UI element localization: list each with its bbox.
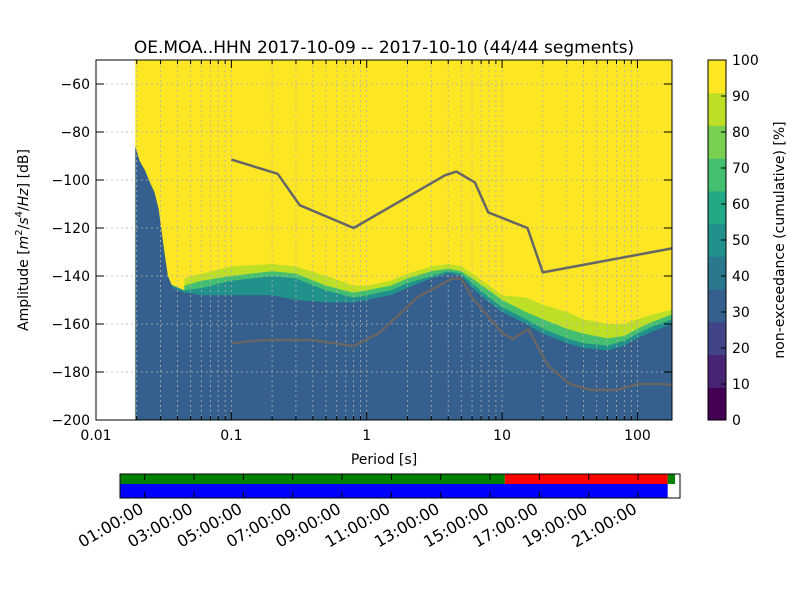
x-tick-label: 0.1	[220, 428, 242, 444]
colorbar-swatch	[708, 158, 726, 192]
y-tick-label: −60	[60, 77, 90, 93]
x-axis-ticks: 0.01 0.1 1 10 100	[80, 60, 651, 444]
x-tick-label: 10	[493, 428, 511, 444]
colorbar-swatch	[708, 125, 726, 159]
y-label-exp2: 2	[14, 229, 25, 235]
colorbar-swatch	[708, 387, 726, 421]
grid-lines	[96, 60, 672, 420]
x-axis-label: Period [s]	[351, 452, 417, 468]
x-tick-label: 0.01	[80, 428, 111, 444]
coverage-segment	[504, 474, 668, 484]
colorbar-swatch	[708, 256, 726, 290]
colorbar: 0 10 20 30 40 50 60 70 80 90 100	[707, 53, 759, 429]
colorbar-swatch	[708, 60, 726, 94]
colorbar-swatch	[708, 354, 726, 388]
y-label-slash2: /	[16, 206, 32, 211]
colorbar-label: non-exceedance (cumulative) [%]	[772, 121, 788, 358]
y-label-m: m	[16, 236, 32, 250]
colorbar-swatch	[708, 190, 726, 225]
y-tick-label: −180	[52, 365, 90, 381]
x-tick-label: 1	[362, 428, 371, 444]
coverage-frame	[119, 473, 681, 499]
colorbar-tick-label: 70	[732, 161, 750, 177]
y-tick-label: −160	[52, 317, 90, 333]
ppsd-plot-area: 0.01 0.1 1 10 100 −60 −80 −100 −120 −140 −160 −180…	[52, 59, 673, 444]
y-label-exp4: 4	[14, 211, 25, 217]
coverage-segment	[120, 474, 505, 484]
colorbar-swatch	[708, 92, 726, 126]
coverage-segment	[667, 474, 676, 484]
colorbar-tick-label: 10	[732, 377, 750, 393]
y-tick-label: −120	[52, 221, 90, 237]
y-label-s: s	[16, 217, 32, 224]
data-segment	[120, 484, 668, 498]
noise-models	[231, 158, 673, 392]
nhnm-line	[231, 158, 673, 274]
band-30pct	[135, 146, 673, 420]
y-tick-label: −140	[52, 269, 90, 285]
y-label-prefix: Amplitude [	[16, 249, 32, 331]
colorbar-tick-label: 60	[732, 197, 750, 213]
y-label-hz: Hz	[16, 188, 32, 207]
colorbar-tick-label: 100	[732, 53, 759, 69]
probability-bands	[135, 60, 673, 420]
colorbar-tick-label: 90	[732, 89, 750, 105]
data-coverage-bar: 01:00:0003:00:0005:00:0007:00:0009:00:00…	[75, 473, 681, 551]
colorbar-tick-label: 80	[732, 125, 750, 141]
colorbar-tick-label: 40	[732, 269, 750, 285]
y-label-suffix: ] [dB]	[16, 149, 32, 188]
colorbar-swatch	[708, 321, 726, 356]
nlnm-line	[231, 277, 673, 392]
y-tick-label: −100	[52, 173, 90, 189]
x-tick-label: 100	[624, 428, 651, 444]
colorbar-swatch	[708, 223, 726, 257]
colorbar-tick-label: 0	[732, 413, 741, 429]
y-tick-label: −80	[60, 125, 90, 141]
y-tick-label: −200	[52, 413, 90, 429]
colorbar-tick-label: 50	[732, 233, 750, 249]
y-axis-ticks: −60 −80 −100 −120 −140 −160 −180 −200	[52, 77, 672, 429]
colorbar-tick-label: 30	[732, 305, 750, 321]
y-axis-label: Amplitude [m2/s4/Hz] [dB]	[14, 149, 32, 331]
y-label-slash1: /	[16, 224, 32, 229]
colorbar-swatch	[708, 289, 726, 323]
plot-frame	[95, 59, 673, 421]
chart-title: OE.MOA..HHN 2017-10-09 -- 2017-10-10 (44…	[134, 38, 634, 58]
colorbar-tick-label: 20	[732, 341, 750, 357]
